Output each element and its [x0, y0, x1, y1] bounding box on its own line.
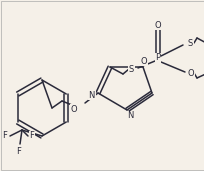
Text: F: F — [29, 131, 34, 141]
Text: O: O — [140, 56, 147, 65]
Text: O: O — [70, 104, 77, 114]
Text: N: N — [88, 90, 94, 100]
Text: S: S — [187, 38, 192, 48]
Text: O: O — [154, 21, 161, 30]
Text: F: F — [17, 147, 21, 155]
Text: O: O — [187, 69, 194, 77]
Text: S: S — [128, 64, 133, 74]
Text: F: F — [2, 131, 7, 141]
Text: P: P — [155, 54, 160, 62]
Text: N: N — [126, 111, 133, 121]
